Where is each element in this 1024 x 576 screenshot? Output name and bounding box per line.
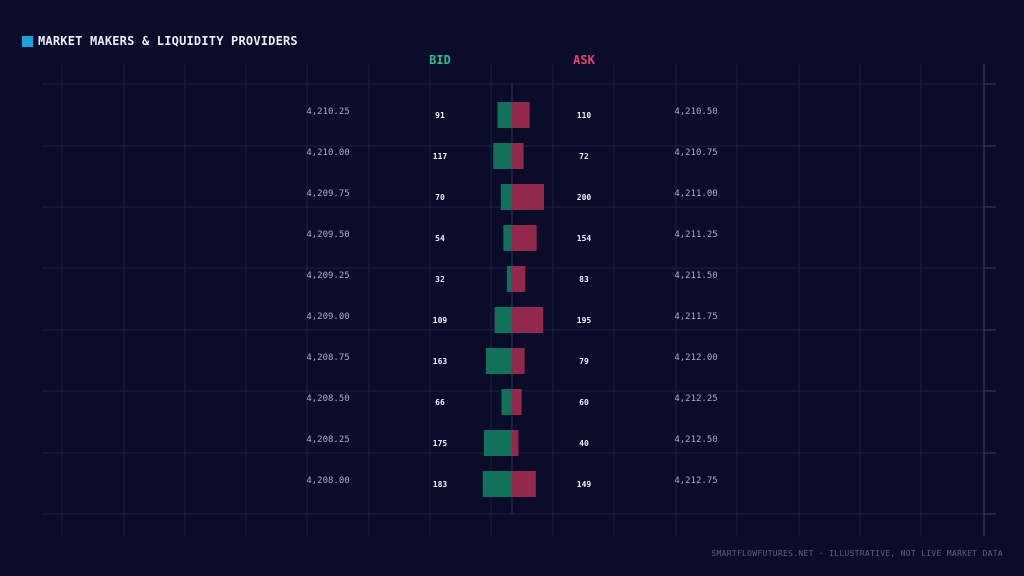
ask-bar-4: [512, 266, 526, 292]
bid-size-label-3: 54: [435, 234, 445, 243]
ask-size-label-0: 110: [577, 111, 592, 120]
bid-price-label-9: 4,208.00: [306, 476, 349, 486]
ask-price-label-0: 4,210.50: [674, 107, 717, 117]
bid-size-label-5: 109: [433, 316, 448, 325]
bid-bar-2: [500, 184, 512, 210]
bid-size-label-7: 66: [435, 398, 445, 407]
bid-bar-1: [493, 143, 512, 169]
ask-price-label-7: 4,212.25: [674, 394, 717, 404]
ask-bar-8: [512, 430, 519, 456]
bid-price-label-2: 4,209.75: [306, 189, 349, 199]
ask-bar-2: [512, 184, 544, 210]
ask-price-label-4: 4,211.50: [674, 271, 717, 281]
bid-size-label-2: 70: [435, 193, 445, 202]
bid-bar-9: [482, 471, 512, 497]
ask-size-label-1: 72: [579, 152, 589, 161]
title-square-icon: [22, 35, 33, 47]
bid-bar-3: [503, 225, 512, 251]
chart-header: MARKET MAKERS & LIQUIDITY PROVIDERS: [22, 34, 298, 48]
bid-bar-0: [497, 102, 512, 128]
bid-price-label-7: 4,208.50: [306, 394, 349, 404]
ask-size-label-2: 200: [577, 193, 592, 202]
chart-title: MARKET MAKERS & LIQUIDITY PROVIDERS: [38, 34, 298, 48]
ask-header: ASK: [573, 53, 595, 67]
bid-bar-5: [494, 307, 512, 333]
ask-price-label-1: 4,210.75: [674, 148, 717, 158]
ask-size-label-6: 79: [579, 357, 589, 366]
bid-bar-6: [485, 348, 512, 374]
ask-size-label-5: 195: [577, 316, 592, 325]
ask-price-label-9: 4,212.75: [674, 476, 717, 486]
ask-size-label-4: 83: [579, 275, 589, 284]
bid-price-label-5: 4,209.00: [306, 312, 349, 322]
bid-price-label-8: 4,208.25: [306, 435, 349, 445]
ask-bar-0: [512, 102, 530, 128]
ask-size-label-9: 149: [577, 480, 592, 489]
bid-bar-4: [506, 266, 512, 292]
bid-size-label-0: 91: [435, 111, 445, 120]
bid-price-label-1: 4,210.00: [306, 148, 349, 158]
ask-bar-9: [512, 471, 536, 497]
bid-size-label-1: 117: [433, 152, 448, 161]
bid-price-label-4: 4,209.25: [306, 271, 349, 281]
ask-price-label-3: 4,211.25: [674, 230, 717, 240]
bid-header: BID: [429, 53, 451, 67]
bid-size-label-4: 32: [435, 275, 445, 284]
ask-price-label-2: 4,211.00: [674, 189, 717, 199]
ask-bar-3: [512, 225, 537, 251]
ask-price-label-5: 4,211.75: [674, 312, 717, 322]
ask-size-label-8: 40: [579, 439, 589, 448]
ask-bar-7: [512, 389, 522, 415]
bid-size-label-9: 183: [433, 480, 448, 489]
ask-size-label-7: 60: [579, 398, 589, 407]
ask-size-label-3: 154: [577, 234, 592, 243]
ask-bar-6: [512, 348, 525, 374]
bid-price-label-3: 4,209.50: [306, 230, 349, 240]
ask-price-label-6: 4,212.00: [674, 353, 717, 363]
bid-bar-7: [501, 389, 512, 415]
bid-size-label-6: 163: [433, 357, 448, 366]
ask-bar-1: [512, 143, 524, 169]
bid-bar-8: [484, 430, 512, 456]
bid-size-label-8: 175: [433, 439, 448, 448]
bid-price-label-6: 4,208.75: [306, 353, 349, 363]
bid-price-label-0: 4,210.25: [306, 107, 349, 117]
ask-bar-5: [512, 307, 544, 333]
ask-price-label-8: 4,212.50: [674, 435, 717, 445]
footer-note: SMARTFLOWFUTURES.NET · ILLUSTRATIVE, NOT…: [711, 549, 1003, 558]
